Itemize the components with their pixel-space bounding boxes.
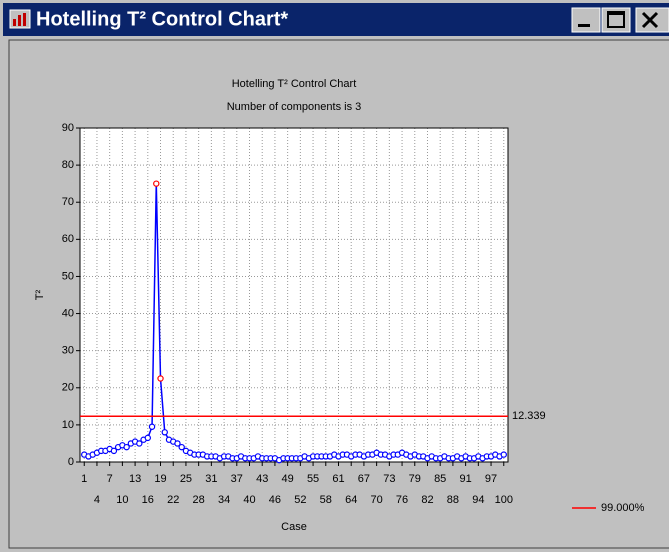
- data-point: [148, 423, 156, 430]
- x-tick-label: 88: [447, 494, 459, 506]
- x-tick-label: 28: [193, 494, 205, 506]
- maximize-button[interactable]: [601, 7, 631, 33]
- data-point: [144, 434, 152, 442]
- data-point: [136, 440, 143, 447]
- x-tick-label: 22: [167, 494, 179, 506]
- x-tick-label: 4: [94, 494, 100, 506]
- minimize-button[interactable]: [571, 7, 601, 33]
- x-tick-label: 97: [485, 473, 497, 485]
- x-tick-label: 67: [358, 473, 370, 485]
- x-axis-label: Case: [281, 521, 307, 533]
- y-tick-label: 40: [62, 307, 74, 319]
- legend-label: 99.000%: [601, 502, 645, 514]
- x-tick-label: 40: [243, 494, 255, 506]
- client-border: [8, 39, 669, 549]
- x-tick-label: 43: [256, 473, 268, 485]
- x-tick-label: 10: [116, 494, 128, 506]
- x-tick-label: 73: [383, 473, 395, 485]
- app-icon: [9, 9, 31, 29]
- close-button[interactable]: [635, 7, 669, 33]
- window-title: Hotelling T² Control Chart*: [36, 8, 288, 30]
- plot-border: [79, 127, 509, 463]
- x-tick-label: 64: [345, 494, 357, 506]
- x-tick-label: 61: [332, 473, 344, 485]
- title-bar: [3, 3, 669, 36]
- data-point: [123, 443, 130, 451]
- x-tick-label: 19: [154, 473, 166, 485]
- x-tick-label: 91: [459, 473, 471, 485]
- x-tick-label: 31: [205, 473, 217, 485]
- y-tick-label: 0: [68, 456, 74, 468]
- x-tick-label: 7: [107, 473, 113, 485]
- x-tick-label: 76: [396, 494, 408, 506]
- x-tick-label: 79: [409, 473, 421, 485]
- x-tick-label: 82: [421, 494, 433, 506]
- x-tick-label: 100: [495, 494, 513, 506]
- y-tick-label: 30: [62, 345, 74, 357]
- data-point: [500, 451, 507, 458]
- data-point: [110, 447, 118, 455]
- x-tick-label: 46: [269, 494, 281, 506]
- data-point: [157, 375, 164, 382]
- data-point: [174, 440, 181, 447]
- x-tick-label: 34: [218, 494, 230, 506]
- y-axis-label: T²: [34, 289, 46, 300]
- x-tick-label: 52: [294, 494, 306, 506]
- data-point: [153, 180, 160, 187]
- x-tick-label: 94: [472, 494, 484, 506]
- chart-title: Hotelling T² Control Chart: [232, 78, 357, 90]
- x-tick-label: 25: [180, 473, 192, 485]
- y-tick-label: 70: [62, 196, 74, 208]
- y-tick-label: 20: [62, 382, 74, 394]
- chart-subtitle: Number of components is 3: [227, 101, 362, 113]
- x-tick-label: 37: [231, 473, 243, 485]
- plot-area: [80, 128, 508, 462]
- y-tick-label: 50: [62, 270, 74, 282]
- y-tick-label: 90: [62, 122, 74, 134]
- y-tick-label: 10: [62, 419, 74, 431]
- x-tick-label: 1: [81, 473, 87, 485]
- y-tick-label: 80: [62, 159, 74, 171]
- x-tick-label: 70: [371, 494, 383, 506]
- data-point: [161, 429, 168, 436]
- x-tick-label: 13: [129, 473, 141, 485]
- x-tick-label: 85: [434, 473, 446, 485]
- x-tick-label: 16: [142, 494, 154, 506]
- x-tick-label: 58: [320, 494, 332, 506]
- y-tick-label: 60: [62, 233, 74, 245]
- x-tick-label: 49: [282, 473, 294, 485]
- x-tick-label: 55: [307, 473, 319, 485]
- data-point: [178, 443, 185, 451]
- control-limit-label: 12.339: [512, 410, 546, 422]
